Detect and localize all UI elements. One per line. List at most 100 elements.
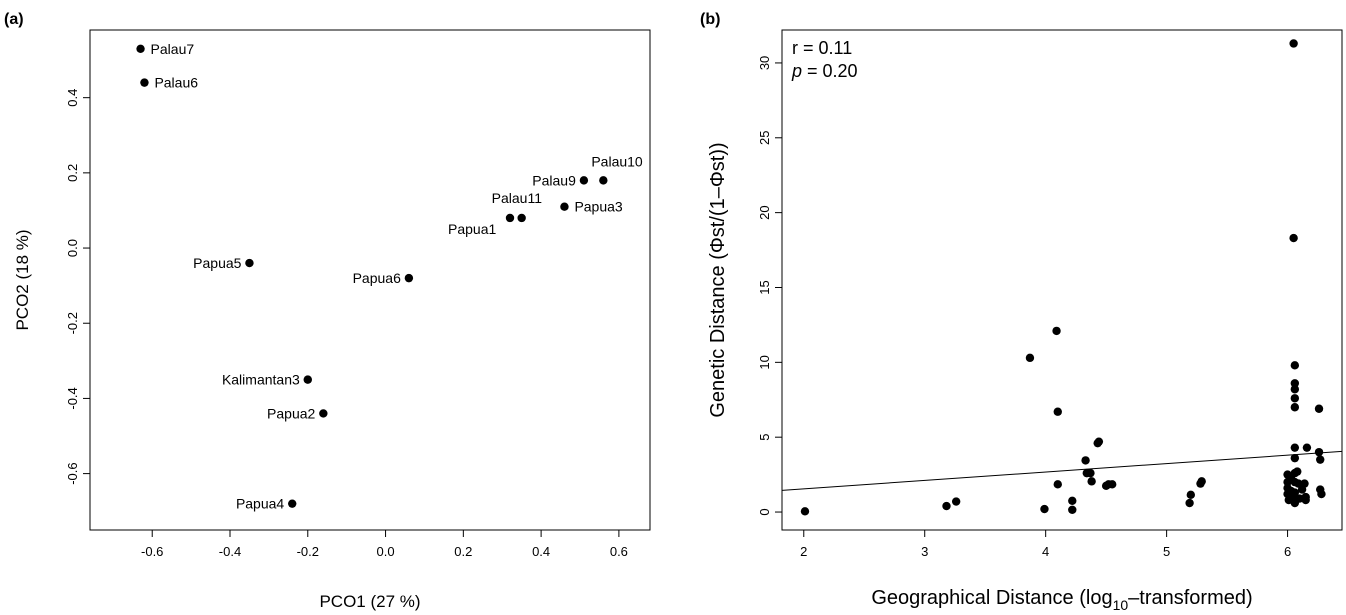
- point-label: Papua3: [574, 199, 622, 215]
- data-point: [1314, 404, 1324, 413]
- point-label: Palau9: [532, 172, 576, 188]
- data-point: [1302, 443, 1312, 452]
- data-point: [1289, 233, 1298, 243]
- data-point: [1068, 505, 1077, 514]
- panel-a: (a) -0.6 -0.4 -0.2 0.0 0.2 0.4 0.6 -0.6 -0.4 -0.…: [4, 11, 651, 611]
- data-point: [1290, 394, 1300, 403]
- y-tick-label: -0.2: [65, 312, 80, 334]
- point-label: Papua5: [193, 255, 241, 271]
- data-point: [599, 176, 608, 185]
- data-point: [1300, 479, 1309, 488]
- panel-a-y-ticks: -0.6 -0.4 -0.2 0.0 0.2 0.4: [65, 89, 90, 485]
- x-tick-label: -0.2: [297, 544, 319, 559]
- panel-a-label: (a): [4, 11, 24, 28]
- point-label: Palau6: [154, 75, 198, 91]
- point-label: Palau10: [591, 153, 643, 169]
- y-tick-label: 30: [757, 56, 772, 70]
- data-point: [1316, 455, 1325, 464]
- y-tick-label: 20: [757, 205, 772, 219]
- data-point: [1094, 437, 1104, 446]
- y-tick-label: 10: [757, 355, 772, 369]
- data-point: [942, 501, 951, 511]
- data-point: [1290, 488, 1300, 497]
- panel-a-x-axis-label: PCO1 (27 %): [319, 592, 420, 611]
- panel-b-x-label-sub: 10: [1113, 597, 1129, 613]
- data-point: [1087, 477, 1096, 486]
- point-label: Papua2: [267, 405, 315, 421]
- panel-a-x-ticks: -0.6 -0.4 -0.2 0.0 0.2 0.4 0.6: [141, 530, 628, 559]
- p-value-text: = 0.20: [802, 61, 858, 81]
- panel-b-y-ticks: 0 5 10 15 20 25 30: [757, 56, 782, 516]
- y-tick-label: 15: [757, 280, 772, 294]
- data-point: [951, 497, 961, 506]
- data-point: [800, 507, 810, 516]
- panel-a-plot-frame: [89, 29, 651, 531]
- data-point: [517, 213, 526, 223]
- x-tick-label: 6: [1284, 544, 1291, 559]
- data-point: [1301, 495, 1310, 505]
- x-tick-label: 5: [1163, 544, 1170, 559]
- data-point: [404, 273, 414, 283]
- data-point: [1290, 379, 1300, 388]
- y-tick-label: -0.6: [65, 462, 80, 484]
- point-label: Palau11: [492, 190, 543, 206]
- data-point: [1186, 490, 1196, 500]
- x-tick-label: 4: [1042, 544, 1049, 559]
- point-label: Kalimantan3: [222, 372, 300, 388]
- y-tick-label: 0: [757, 508, 772, 515]
- panel-b-x-label-post: –transformed): [1128, 587, 1253, 609]
- data-point: [288, 499, 297, 508]
- panel-b-x-ticks: 2 3 4 5 6: [800, 530, 1291, 559]
- x-tick-label: 0.2: [454, 544, 472, 559]
- data-point: [1053, 407, 1062, 416]
- panel-a-points: Palau7 Palau6 Palau10 Palau9 Palau11 Papua3 Pa…: [136, 41, 643, 512]
- data-point: [319, 409, 328, 418]
- data-point: [1290, 453, 1300, 463]
- data-point: [1290, 361, 1300, 370]
- data-point: [1025, 353, 1035, 363]
- data-point: [1185, 498, 1194, 508]
- x-tick-label: -0.4: [219, 544, 241, 559]
- point-label: Papua6: [353, 270, 401, 286]
- data-point: [140, 78, 149, 87]
- p-symbol: p: [791, 61, 802, 81]
- point-label: Papua4: [236, 496, 284, 512]
- y-tick-label: -0.4: [65, 387, 80, 409]
- data-point: [303, 375, 312, 384]
- data-point: [1040, 504, 1049, 514]
- p-value-annotation: p = 0.20: [791, 61, 858, 81]
- panel-b-plot-frame: [781, 29, 1343, 531]
- y-tick-label: 25: [757, 131, 772, 145]
- data-point: [1052, 326, 1061, 336]
- point-label: Palau7: [151, 41, 195, 57]
- y-tick-label: 5: [757, 434, 772, 441]
- panel-b-label: (b): [700, 11, 720, 28]
- panel-b-x-label-pre: Geographical Distance (log: [871, 587, 1112, 609]
- data-point: [1086, 468, 1095, 478]
- data-point: [505, 213, 515, 223]
- data-point: [560, 202, 569, 211]
- panel-b-points: [800, 39, 1326, 516]
- data-point: [1289, 39, 1298, 48]
- y-tick-label: 0.2: [65, 164, 80, 182]
- x-tick-label: 0.6: [610, 544, 628, 559]
- panel-b: (b) 2 3 4 5 6 0 5 10 15 20 25 30 r = 0.11 p = 0.20…: [700, 11, 1343, 613]
- data-point: [1314, 447, 1324, 457]
- data-point: [1293, 467, 1302, 476]
- data-point: [1053, 480, 1062, 489]
- point-label: Papua1: [448, 221, 496, 237]
- panel-b-x-axis-label: Geographical Distance (log10–transformed…: [871, 587, 1252, 613]
- regression-line: [781, 450, 1343, 491]
- data-point: [1317, 489, 1326, 499]
- x-tick-label: 2: [800, 544, 807, 559]
- data-point: [1290, 403, 1300, 412]
- x-tick-label: 3: [921, 544, 928, 559]
- data-point: [1197, 477, 1206, 486]
- data-point: [245, 258, 254, 268]
- data-point: [579, 176, 589, 185]
- y-tick-label: 0.0: [65, 239, 80, 257]
- y-tick-label: 0.4: [65, 89, 80, 107]
- data-point: [136, 44, 145, 53]
- x-tick-label: 0.0: [377, 544, 395, 559]
- data-point: [1081, 456, 1090, 465]
